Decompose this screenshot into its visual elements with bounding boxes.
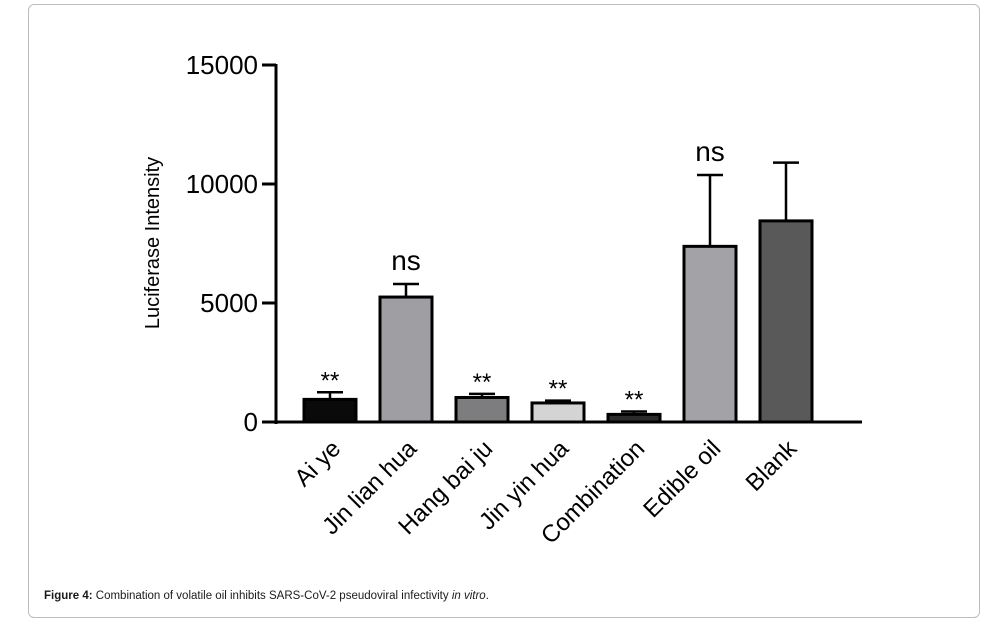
y-axis-label: Luciferase Intensity [142,157,164,329]
x-tick-label: Blank [741,434,803,496]
bar [378,295,434,424]
bar-chart: 0 5000 10000 15000 Luciferase Intensity ** Ai … [142,50,862,550]
significance-label: ** [625,387,644,414]
caption-text: Combination of volatile oil inhibits SAR… [95,590,449,602]
y-tick-label: 10000 [186,169,258,199]
significance-label: ** [473,369,492,396]
significance-label: ** [321,367,340,394]
figure-frame [28,4,980,618]
x-tick-label: Ai ye [289,435,346,492]
significance-label: ns [695,136,725,167]
y-tick-label: 15000 [186,50,258,80]
caption-italic: in vitro [451,590,486,602]
figure-caption: Figure 4: Combination of volatile oil in… [44,590,489,602]
caption-end: . [485,590,489,602]
bar [454,395,510,424]
y-tick-label: 0 [244,407,258,437]
x-tick-label: Edible oil [638,435,726,523]
bar [302,397,358,424]
bar [682,244,738,424]
bar [758,219,814,424]
bar [530,401,586,424]
bar [606,412,662,424]
y-tick-label: 5000 [200,288,258,318]
significance-label: ** [549,376,568,403]
caption-label: Figure 4: [44,590,93,602]
significance-label: ns [391,245,421,276]
